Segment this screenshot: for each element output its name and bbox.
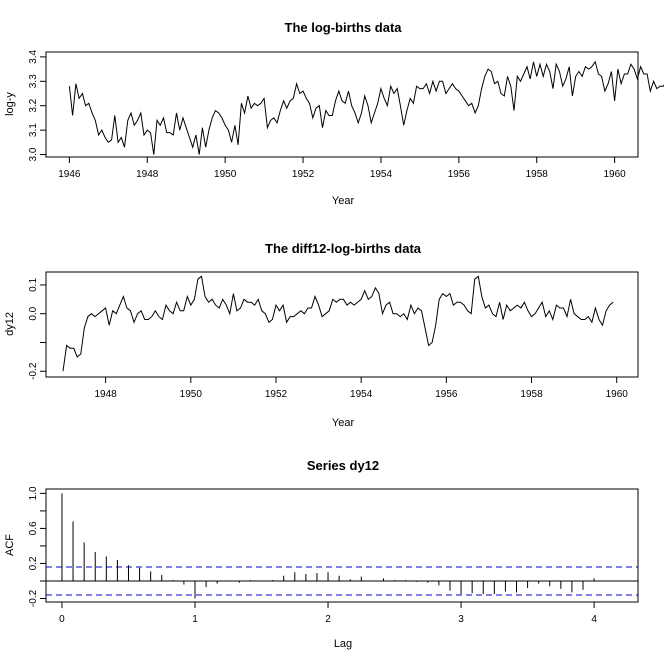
x-tick-label: 1952: [292, 169, 315, 180]
chart-title: The log-births data: [285, 20, 403, 35]
x-tick-label: 1948: [95, 389, 118, 400]
x-tick-label: 1960: [606, 389, 629, 400]
y-axis-label: dy12: [4, 312, 16, 336]
panel-diff12-log-births: The diff12-log-births data 1948 1950 1952 1…: [4, 241, 639, 429]
x-tick-label: 3: [458, 614, 464, 625]
y-tick-label: 3.4: [28, 49, 39, 63]
y-tick-label: 3.3: [28, 74, 39, 88]
x-tick-label: 4: [591, 614, 597, 625]
y-tick-label: 1.0: [28, 486, 39, 500]
y-tick-label: 3.0: [28, 147, 39, 161]
chart-title: The diff12-log-births data: [265, 241, 422, 256]
x-tick-label: 1948: [136, 169, 159, 180]
x-tick-label: 1952: [265, 389, 288, 400]
y-axis-label: log-y: [4, 92, 16, 116]
y-axis: -0.2 0.0 0.1: [28, 278, 46, 380]
x-tick-label: 1958: [526, 169, 549, 180]
plot-frame: [45, 51, 639, 158]
x-tick-label: 1950: [180, 389, 203, 400]
x-tick-label: 1956: [435, 389, 458, 400]
y-tick-label: 0.6: [28, 521, 39, 535]
x-axis-label: Year: [332, 195, 355, 207]
x-tick-label: 1954: [350, 389, 373, 400]
y-tick-label: -0.2: [28, 589, 39, 607]
x-tick-label: 1946: [58, 169, 81, 180]
plot-frame: [45, 488, 639, 603]
y-axis: -0.2 0.2 0.6 1.0: [28, 486, 46, 607]
y-axis-label: ACF: [4, 534, 16, 556]
y-tick-label: 3.1: [28, 123, 39, 137]
y-axis: 3.0 3.1 3.2 3.3 3.4: [28, 49, 46, 162]
series-layer: [62, 275, 614, 372]
x-axis: 0 1 2 3 4: [59, 602, 597, 625]
x-tick-label: 2: [325, 614, 331, 625]
x-tick-label: 0: [59, 614, 65, 625]
x-tick-label: 1: [192, 614, 198, 625]
x-tick-label: 1958: [520, 389, 543, 400]
series-line: [68, 60, 664, 155]
y-tick-label: 3.2: [28, 98, 39, 112]
x-tick-label: 1954: [370, 169, 393, 180]
panel-log-births: The log-births data 1946 1948 1950 1952 1954…: [4, 20, 664, 207]
plot-frame: [45, 271, 639, 378]
panel-acf: Series dy12 0 1 2 3 4 -0.2 0.2 0.6 1.0 Lag ACF: [4, 458, 639, 650]
x-axis-label: Year: [332, 417, 355, 429]
x-tick-label: 1956: [448, 169, 471, 180]
x-axis: 1948 1950 1952 1954 1956 1958 1960: [95, 377, 629, 400]
y-tick-label: 0.0: [28, 306, 39, 320]
y-tick-label: -0.2: [28, 362, 39, 380]
x-tick-label: 1950: [214, 169, 237, 180]
y-tick-label: 0.1: [28, 278, 39, 292]
chart-title: Series dy12: [307, 458, 379, 473]
x-tick-label: 1960: [604, 169, 627, 180]
x-axis-label: Lag: [334, 638, 352, 650]
series-line: [62, 275, 614, 372]
y-tick-label: 0.2: [28, 556, 39, 570]
x-axis: 1946 1948 1950 1952 1954 1956 1958 1960: [58, 157, 626, 180]
series-layer: [68, 60, 664, 155]
series-layer: [46, 493, 638, 599]
